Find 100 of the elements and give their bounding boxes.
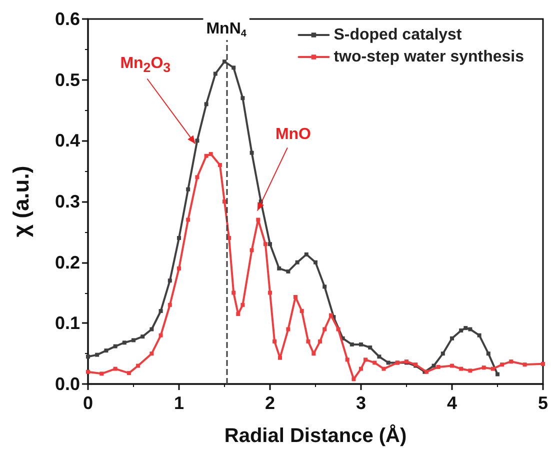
point: [322, 284, 327, 289]
point: [313, 260, 318, 264]
point: [328, 313, 333, 318]
point: [158, 309, 163, 313]
point: [286, 327, 290, 332]
x-tick-label: 0: [82, 393, 94, 413]
point: [295, 260, 300, 264]
x-tick-label: 5: [538, 393, 548, 413]
point: [236, 312, 240, 316]
point: [306, 339, 310, 344]
point: [186, 218, 190, 222]
point: [177, 236, 181, 240]
annotation: Mn$_{2}$O$_{3}$: [120, 54, 171, 75]
point: [459, 366, 464, 371]
point: [250, 150, 254, 155]
point: [345, 358, 350, 362]
point: [208, 152, 213, 156]
point: [136, 364, 140, 368]
point: [86, 354, 90, 359]
point: [364, 358, 368, 362]
point: [318, 339, 322, 344]
point: [168, 278, 172, 283]
point: [450, 364, 454, 368]
point: [278, 356, 282, 360]
y-tick-label: 0.6: [54, 9, 80, 29]
point: [386, 360, 390, 365]
point: [140, 334, 145, 339]
point: [509, 359, 514, 364]
point: [382, 366, 386, 371]
point: [177, 266, 181, 270]
point: [459, 328, 464, 332]
point: [490, 366, 495, 371]
x-tick-label: 4: [446, 393, 458, 413]
point: [352, 377, 356, 382]
point: [368, 346, 372, 350]
point: [522, 362, 527, 367]
point: [122, 340, 126, 345]
point: [158, 333, 163, 338]
x-tick-label: 3: [356, 393, 366, 413]
point: [86, 370, 90, 374]
x-axis-title: Radial Distance (Å): [224, 424, 407, 447]
point: [95, 352, 100, 357]
point: [336, 327, 340, 332]
point: [240, 96, 245, 100]
x-tick-label: 1: [174, 393, 184, 413]
point: [477, 333, 482, 338]
point: [168, 302, 172, 307]
legend-label: two-step water synthesis: [334, 48, 524, 66]
y-tick-label: 0.2: [54, 252, 80, 272]
y-tick-label: 0.1: [54, 313, 80, 334]
point: [432, 364, 436, 368]
point: [450, 336, 454, 340]
y-axis-title: χ (a.u.): [8, 166, 34, 238]
point: [322, 327, 327, 332]
point: [468, 327, 472, 332]
point: [272, 339, 277, 344]
point: [293, 295, 298, 300]
point: [436, 364, 440, 369]
point: [464, 326, 468, 330]
point: [104, 348, 108, 353]
point: [300, 309, 304, 313]
point: [195, 175, 200, 180]
point: [468, 368, 472, 373]
point: [186, 187, 190, 192]
x-tick-label: 2: [264, 393, 276, 413]
y-tick-label: 0.0: [54, 374, 80, 394]
point: [263, 242, 268, 246]
point: [113, 344, 118, 348]
point: [213, 72, 218, 76]
point: [482, 366, 486, 370]
point: [358, 342, 363, 346]
point: [286, 269, 290, 274]
point: [372, 360, 377, 365]
point: [126, 371, 131, 376]
point: [486, 352, 490, 356]
point: [268, 290, 272, 295]
point: [358, 366, 363, 371]
point: [150, 352, 154, 356]
point: [495, 372, 500, 376]
point: [232, 66, 236, 70]
point: [222, 60, 226, 64]
point: [100, 372, 104, 376]
point: [500, 362, 504, 367]
point: [204, 102, 208, 106]
point: [218, 163, 222, 167]
point: [222, 200, 226, 204]
y-tick-label: 0.3: [54, 192, 80, 212]
point: [312, 352, 316, 356]
point: [540, 362, 545, 366]
point: [350, 342, 354, 346]
point: [377, 354, 382, 359]
point: [277, 266, 282, 270]
point: [132, 338, 136, 342]
y-tick-label: 0.4: [54, 130, 80, 151]
legend-label: S-doped catalyst: [334, 26, 462, 44]
point: [240, 302, 245, 307]
point: [113, 366, 118, 371]
point: [268, 242, 272, 246]
point: [250, 248, 254, 252]
point: [256, 218, 260, 222]
